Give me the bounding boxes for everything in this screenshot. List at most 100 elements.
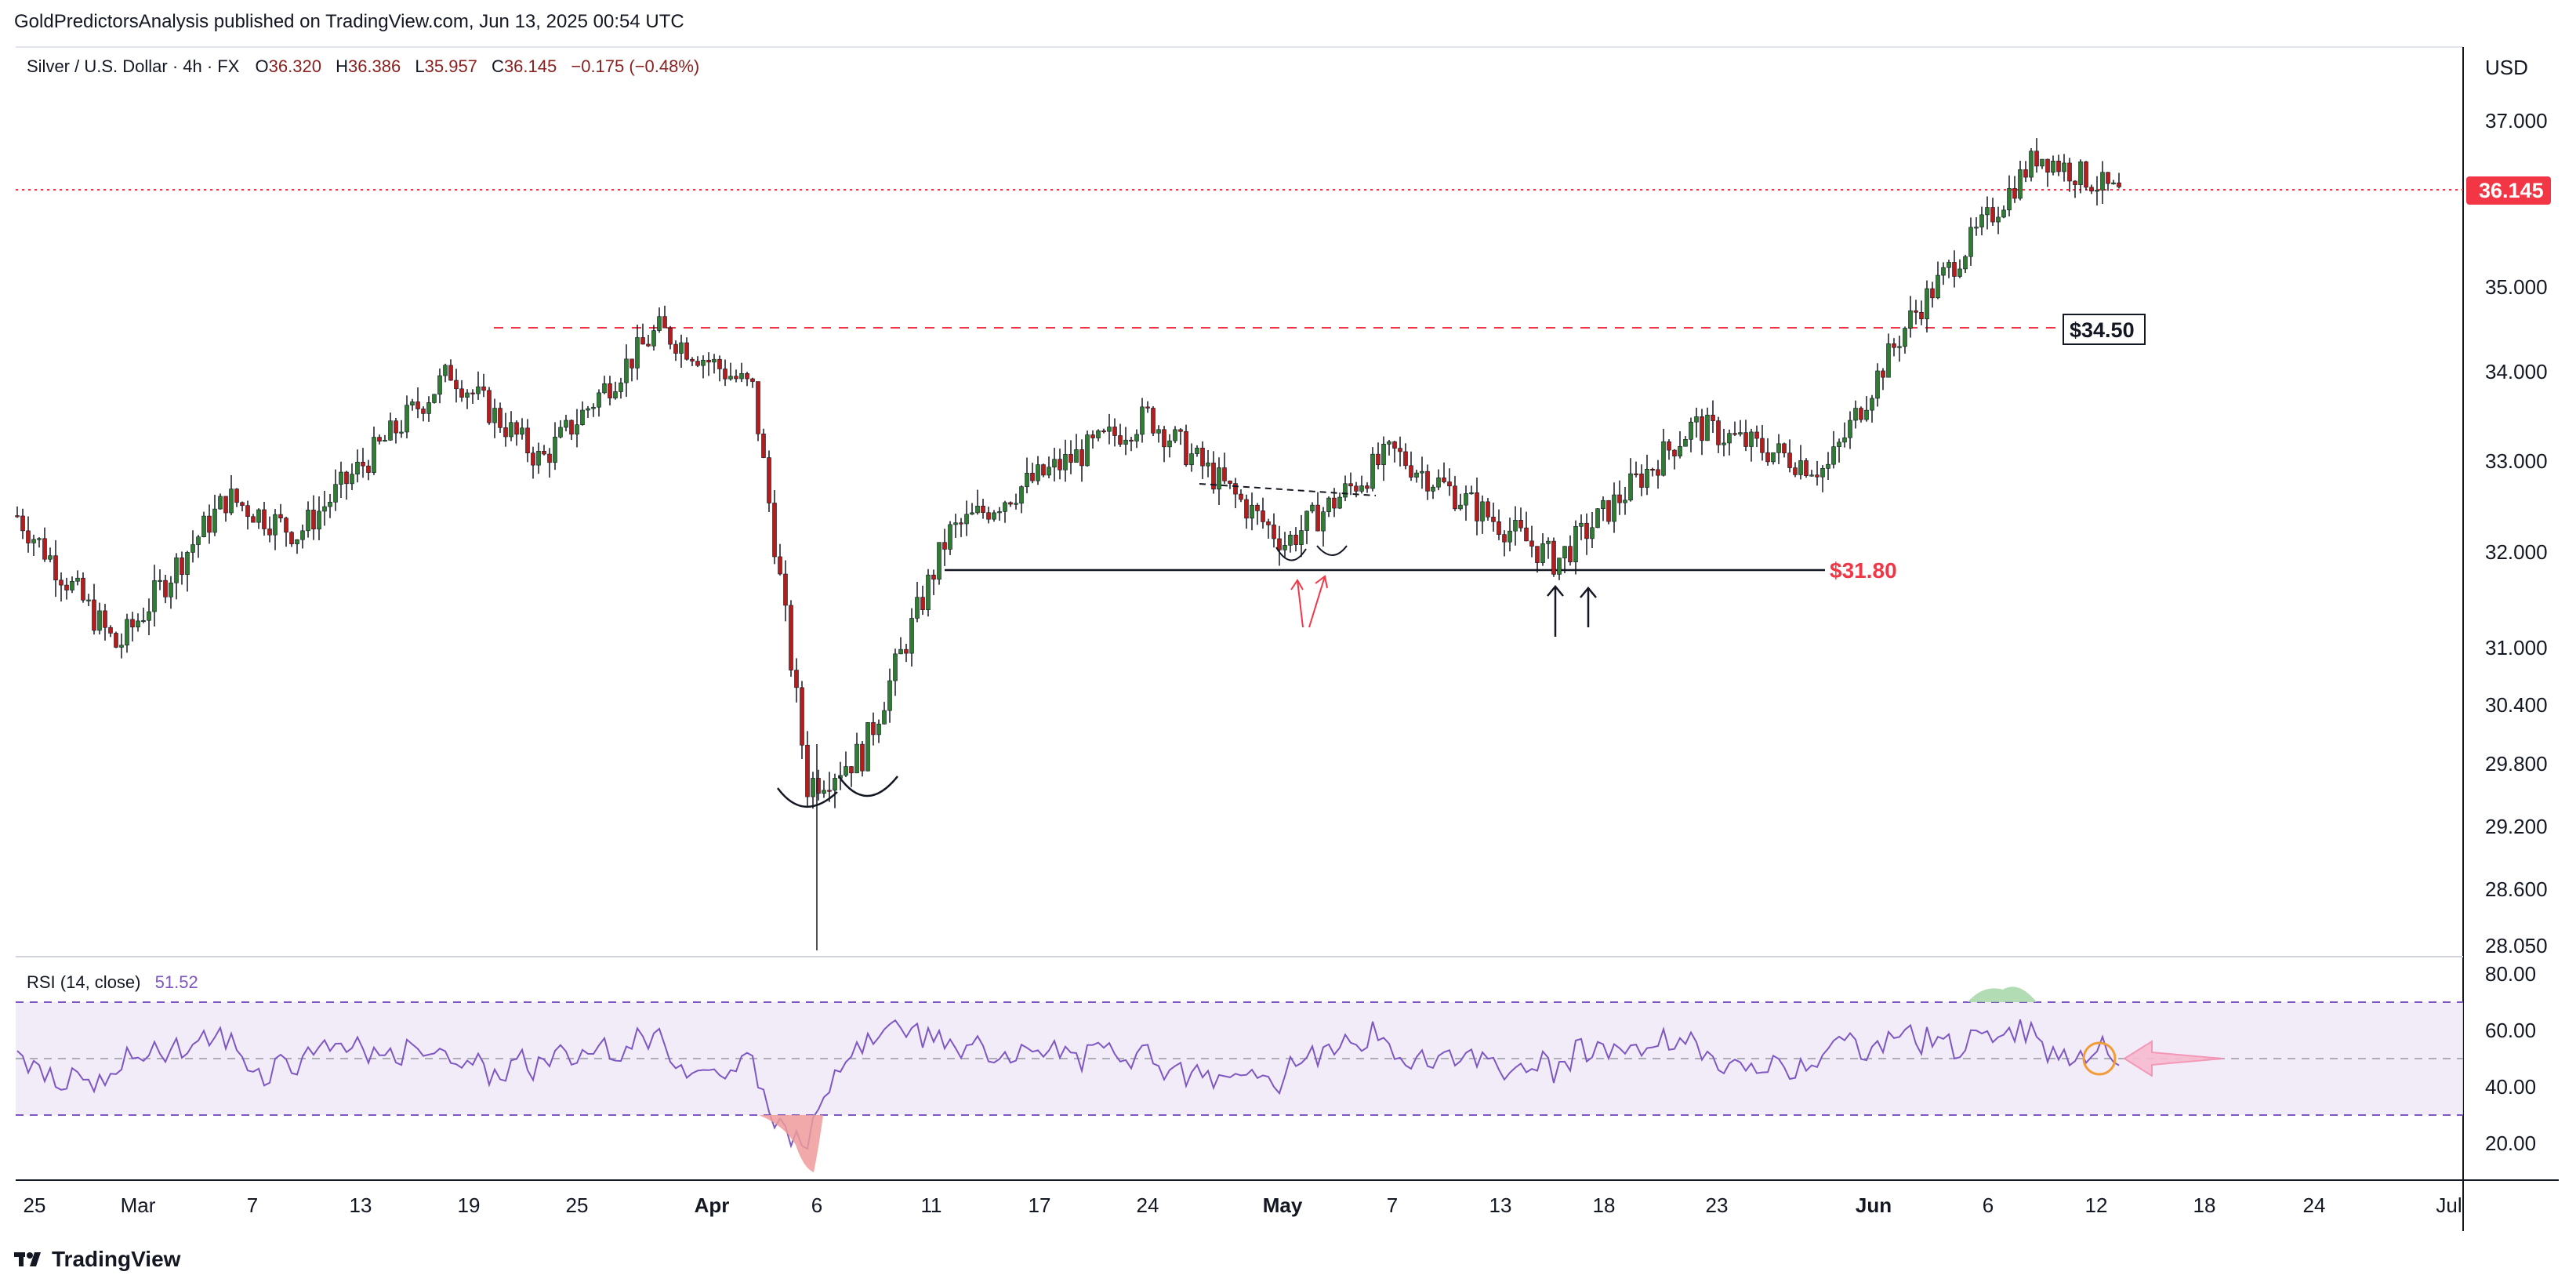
high-value: 36.386 <box>348 56 401 76</box>
candle <box>525 419 530 463</box>
candle <box>569 419 574 440</box>
bottom-arc-right <box>837 776 898 797</box>
candle <box>1486 498 1490 521</box>
candle <box>591 403 596 417</box>
candle <box>1700 409 1704 456</box>
candle <box>251 514 256 523</box>
candle <box>953 514 958 538</box>
candle <box>1749 428 1754 462</box>
candle <box>547 448 552 478</box>
candle <box>673 340 678 361</box>
rsi-axis: 80.00 60.00 40.00 20.00 <box>2485 962 2536 1155</box>
time-tick: Apr <box>695 1193 730 1217</box>
candle <box>492 398 497 438</box>
candle <box>1557 558 1562 580</box>
candle <box>728 362 733 381</box>
candle <box>1985 196 1990 230</box>
candle <box>942 529 947 566</box>
candle <box>2062 154 2066 182</box>
candle <box>1425 464 1430 500</box>
rsi-value: 51.52 <box>155 972 198 992</box>
candle <box>350 463 354 491</box>
candle <box>465 389 470 409</box>
candle <box>42 527 47 562</box>
candle <box>1968 217 1973 266</box>
candle <box>536 442 541 474</box>
candle <box>190 530 195 563</box>
candle <box>1403 443 1408 470</box>
candle <box>1261 497 1265 529</box>
time-tick: Jun <box>1856 1193 1892 1217</box>
candle <box>1195 445 1199 457</box>
candle <box>1255 503 1260 525</box>
candle <box>64 577 69 600</box>
candle <box>476 371 481 400</box>
candle <box>394 417 398 444</box>
candle <box>619 377 623 399</box>
candle <box>262 502 267 536</box>
candle <box>909 608 914 667</box>
price-tick: 34.000 <box>2485 360 2548 383</box>
candle <box>1595 508 1600 529</box>
candle <box>750 377 755 388</box>
candle <box>2073 180 2077 198</box>
candle <box>1683 436 1688 447</box>
candle <box>141 607 146 623</box>
candle <box>322 490 327 526</box>
candle <box>2100 161 2105 204</box>
candle <box>651 325 656 351</box>
candle <box>498 402 503 433</box>
candle <box>163 575 168 604</box>
candle <box>1326 496 1331 518</box>
candle <box>2007 175 2012 216</box>
candle <box>355 449 360 483</box>
candle <box>454 369 459 403</box>
candle <box>1623 486 1627 515</box>
candle <box>838 761 843 790</box>
candle <box>459 380 464 402</box>
candle <box>844 751 848 778</box>
rsi-pointer-arrow <box>2123 1040 2223 1077</box>
candle <box>1266 518 1271 539</box>
candle <box>1787 439 1792 473</box>
candle <box>1359 475 1364 494</box>
candle <box>1480 495 1485 534</box>
candle <box>1678 430 1682 459</box>
candle <box>1667 439 1671 460</box>
candle <box>706 352 711 376</box>
candle <box>1579 514 1584 540</box>
candle <box>2056 154 2061 176</box>
candle <box>992 510 996 522</box>
price-tick: 29.800 <box>2485 752 2548 776</box>
resistance-label: $34.50 <box>2070 318 2135 342</box>
candle <box>201 511 206 538</box>
candle <box>1211 451 1216 494</box>
candle <box>1118 423 1123 447</box>
time-tick: 11 <box>921 1193 942 1217</box>
candle <box>717 355 722 382</box>
candle <box>196 535 201 558</box>
tradingview-logo[interactable]: TradingView <box>14 1247 180 1272</box>
candle <box>1310 502 1315 514</box>
candle <box>2078 159 2083 194</box>
candle <box>1293 527 1298 552</box>
candle <box>783 560 788 622</box>
candle <box>1272 513 1276 548</box>
candle <box>333 469 338 511</box>
time-tick: 19 <box>458 1193 481 1217</box>
candle <box>1689 417 1693 452</box>
candle <box>300 524 305 549</box>
candle <box>1634 461 1638 478</box>
time-tick: 6 <box>1983 1193 1994 1217</box>
candle <box>1562 546 1567 574</box>
candle <box>1409 451 1413 481</box>
candle <box>1014 493 1018 510</box>
candle <box>800 681 804 760</box>
candle <box>1436 469 1441 491</box>
candle <box>1283 532 1287 558</box>
candle <box>805 731 810 808</box>
candle <box>1058 449 1062 480</box>
candle <box>964 500 969 536</box>
candle <box>640 323 645 345</box>
